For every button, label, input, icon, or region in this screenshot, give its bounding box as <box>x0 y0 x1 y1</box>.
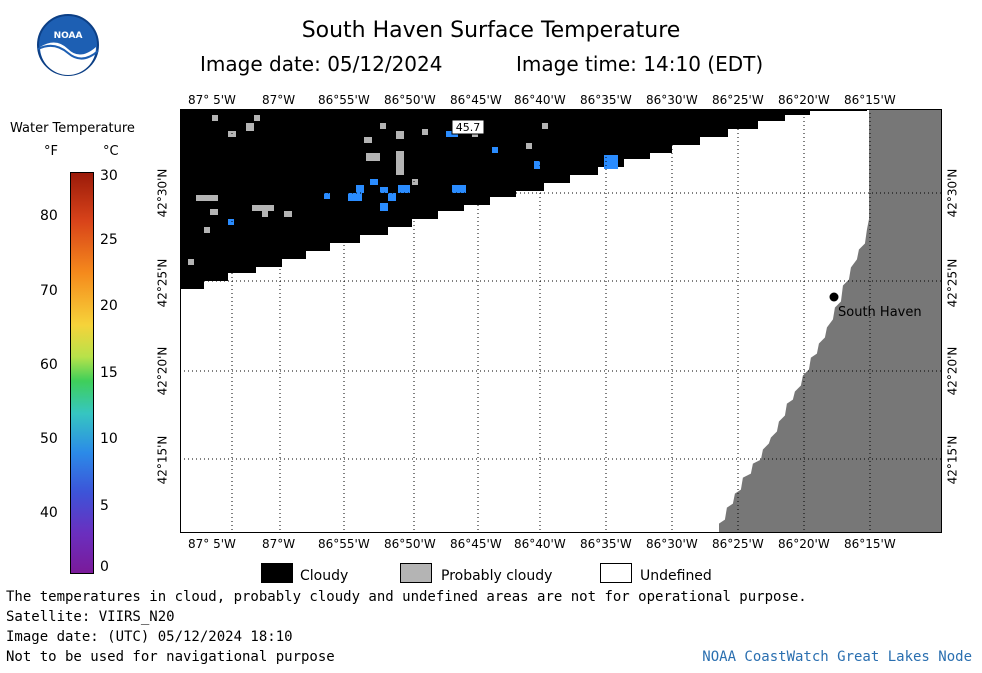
key-probably-cloudy-swatch <box>400 563 432 583</box>
satellite: Satellite: VIIRS_N20 <box>6 609 175 625</box>
lat-label-right-0: 42°30'N <box>945 168 960 218</box>
noaa-logo: NOAA <box>37 14 99 76</box>
color-scale-bar <box>70 172 94 574</box>
city-label: South Haven <box>838 305 922 320</box>
lon-label-bottom-1: 87°W <box>262 537 296 551</box>
lon-label-bottom-4: 86°45'W <box>450 537 502 551</box>
lat-label-left-0: 42°30'N <box>155 168 170 218</box>
lon-label-bottom-5: 86°40'W <box>514 537 566 551</box>
lat-label-right-1: 42°25'N <box>945 258 960 308</box>
lon-label-top-1: 87°W <box>262 93 296 107</box>
legend-c-tick-0: 0 <box>100 559 109 575</box>
lon-label-bottom-8: 86°25'W <box>712 537 764 551</box>
legend-unit-c: °C <box>103 144 119 159</box>
lon-label-top-9: 86°20'W <box>778 93 830 107</box>
legend-c-tick-10: 10 <box>100 431 118 447</box>
legend-unit-f: °F <box>44 144 58 159</box>
lat-label-left-2: 42°20'N <box>155 346 170 396</box>
temp-label: 45.7 <box>456 121 481 134</box>
utc-date: Image date: (UTC) 05/12/2024 18:10 <box>6 629 293 645</box>
key-undefined-label: Undefined <box>640 568 712 584</box>
lon-label-bottom-0: 87° 5'W <box>188 537 236 551</box>
lon-label-top-8: 86°25'W <box>712 93 764 107</box>
key-probably-cloudy-label: Probably cloudy <box>441 568 553 584</box>
lat-label-right-3: 42°15'N <box>945 435 960 485</box>
page-title: South Haven Surface Temperature <box>301 18 681 43</box>
lon-label-top-2: 86°55'W <box>318 93 370 107</box>
legend-title: Water Temperature <box>10 121 135 136</box>
land-region <box>718 109 942 533</box>
lon-label-top-10: 86°15'W <box>844 93 896 107</box>
lon-label-top-5: 86°40'W <box>514 93 566 107</box>
legend-f-tick-60: 60 <box>40 357 58 373</box>
legend-f-tick-50: 50 <box>40 431 58 447</box>
lon-label-bottom-7: 86°30'W <box>646 537 698 551</box>
lon-label-top-7: 86°30'W <box>646 93 698 107</box>
legend-f-tick-80: 80 <box>40 208 58 224</box>
legend-c-tick-25: 25 <box>100 232 118 248</box>
credit: NOAA CoastWatch Great Lakes Node <box>702 649 972 665</box>
coastline <box>717 109 869 533</box>
temperature-map: 45.7 South Haven <box>180 109 942 533</box>
south-haven-marker <box>829 292 839 302</box>
disclaimer: The temperatures in cloud, probably clou… <box>6 589 807 605</box>
svg-text:NOAA: NOAA <box>54 31 83 41</box>
lon-label-top-0: 87° 5'W <box>188 93 236 107</box>
lon-label-bottom-3: 86°50'W <box>384 537 436 551</box>
legend-c-tick-5: 5 <box>100 498 109 514</box>
lon-label-bottom-6: 86°35'W <box>580 537 632 551</box>
key-cloudy-swatch <box>261 563 293 583</box>
lon-label-bottom-2: 86°55'W <box>318 537 370 551</box>
lat-label-left-3: 42°15'N <box>155 435 170 485</box>
temp-label-box <box>451 119 485 135</box>
lon-label-top-3: 86°50'W <box>384 93 436 107</box>
lon-label-top-4: 86°45'W <box>450 93 502 107</box>
image-date: Image date: 05/12/2024 <box>200 52 443 76</box>
legend-c-tick-15: 15 <box>100 365 118 381</box>
legend-f-tick-40: 40 <box>40 505 58 521</box>
lon-label-bottom-10: 86°15'W <box>844 537 896 551</box>
legend-f-tick-70: 70 <box>40 283 58 299</box>
lat-label-right-2: 42°20'N <box>945 346 960 396</box>
key-undefined-swatch <box>600 563 632 583</box>
legend-c-tick-20: 20 <box>100 298 118 314</box>
lon-label-top-6: 86°35'W <box>580 93 632 107</box>
lon-label-bottom-9: 86°20'W <box>778 537 830 551</box>
legend-c-tick-30: 30 <box>100 168 118 184</box>
key-cloudy-label: Cloudy <box>300 568 349 584</box>
image-time: Image time: 14:10 (EDT) <box>516 52 764 76</box>
graticule <box>180 109 942 533</box>
lat-label-left-1: 42°25'N <box>155 258 170 308</box>
nav-warning: Not to be used for navigational purpose <box>6 649 335 665</box>
